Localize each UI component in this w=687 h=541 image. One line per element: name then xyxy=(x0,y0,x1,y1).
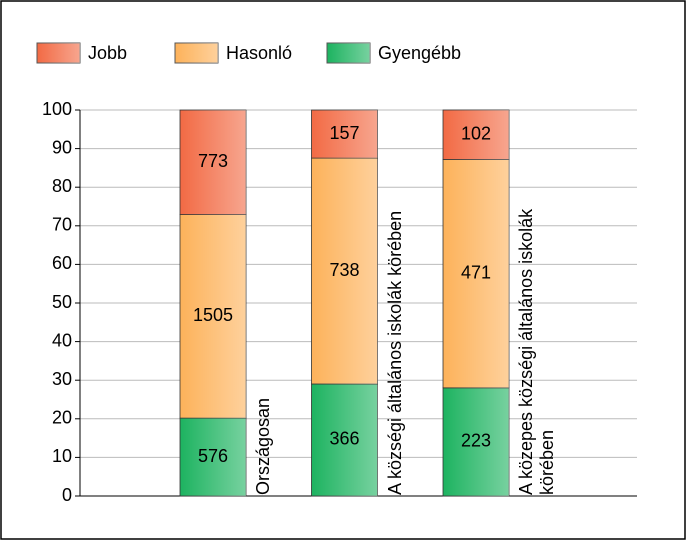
shine xyxy=(311,158,378,384)
data-label: 157 xyxy=(329,123,359,143)
shine xyxy=(175,43,218,63)
x-tick-label: A községi általános iskolák körében xyxy=(384,210,405,495)
data-label: 366 xyxy=(329,429,359,449)
y-tick-label: 10 xyxy=(52,446,72,466)
y-tick-label: 0 xyxy=(62,485,72,505)
y-tick-label: 40 xyxy=(52,330,72,350)
shine xyxy=(180,214,246,419)
shine xyxy=(443,159,509,388)
data-label: 471 xyxy=(461,262,491,282)
x-tick-label: A közepes községi általános iskolák köré… xyxy=(516,208,557,495)
shine xyxy=(443,110,509,160)
y-tick-label: 20 xyxy=(52,408,72,428)
legend-label: Gyengébb xyxy=(378,43,461,63)
shine xyxy=(443,387,509,496)
shine xyxy=(327,43,370,63)
data-label: 102 xyxy=(461,123,491,143)
legend-label: Jobb xyxy=(88,43,127,63)
y-tick-label: 30 xyxy=(52,369,72,389)
data-label: 773 xyxy=(198,151,228,171)
shine xyxy=(180,418,246,496)
data-label: 1505 xyxy=(193,305,233,325)
data-label: 738 xyxy=(329,260,359,280)
data-label: 223 xyxy=(461,431,491,451)
y-tick-label: 70 xyxy=(52,215,72,235)
shine xyxy=(311,383,378,496)
y-tick-label: 50 xyxy=(52,292,72,312)
shine xyxy=(311,110,378,159)
shine xyxy=(180,110,246,215)
data-label: 576 xyxy=(198,446,228,466)
y-tick-label: 90 xyxy=(52,137,72,157)
y-tick-label: 80 xyxy=(52,176,72,196)
shine xyxy=(37,43,80,63)
y-tick-label: 100 xyxy=(42,99,72,119)
x-tick-label: Országosan xyxy=(253,397,273,495)
y-tick-label: 60 xyxy=(52,253,72,273)
legend-label: Hasonló xyxy=(226,43,292,63)
